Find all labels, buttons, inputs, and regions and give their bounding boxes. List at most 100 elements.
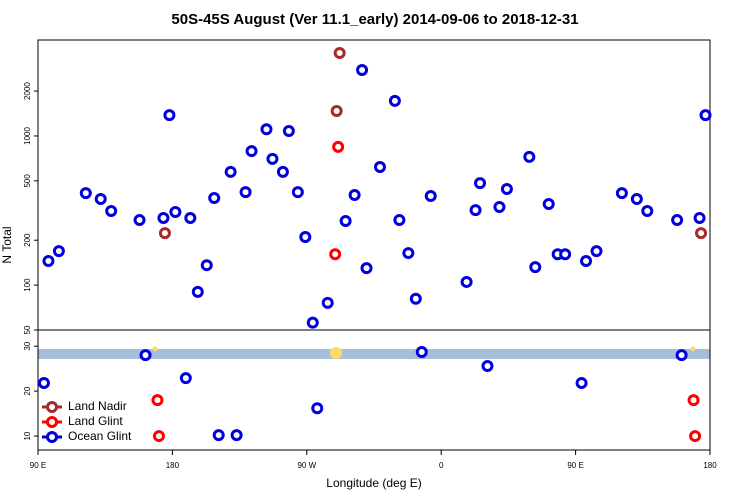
point xyxy=(689,430,702,443)
point xyxy=(615,187,628,200)
point xyxy=(388,94,401,107)
sun-marker xyxy=(152,346,158,352)
plot-frame xyxy=(37,329,711,451)
y-axis-label: N Total xyxy=(0,226,14,263)
point xyxy=(373,161,386,174)
point xyxy=(348,188,361,201)
point xyxy=(699,109,712,122)
y-tick-label: 20 xyxy=(23,386,32,395)
point xyxy=(133,214,146,227)
point xyxy=(693,211,706,224)
point xyxy=(360,262,373,275)
y-tick-label: 200 xyxy=(23,233,32,247)
point xyxy=(559,248,572,261)
point xyxy=(158,227,171,240)
point xyxy=(200,259,213,272)
x-tick-label: 0 xyxy=(439,461,444,470)
point xyxy=(239,186,252,199)
y-tick-label: 2000 xyxy=(23,82,32,100)
point xyxy=(500,182,513,195)
point xyxy=(580,255,593,268)
point xyxy=(321,296,334,309)
point xyxy=(230,429,243,442)
sun-marker xyxy=(690,346,696,352)
point xyxy=(169,206,182,219)
y-tick-label: 50 xyxy=(23,325,32,334)
point xyxy=(641,204,654,217)
y-tick-label: 10 xyxy=(23,431,32,440)
legend-swatch xyxy=(46,401,58,413)
point xyxy=(208,191,221,204)
point xyxy=(52,245,65,258)
x-tick-label: 90 W xyxy=(297,461,316,470)
point xyxy=(695,227,708,240)
point xyxy=(460,275,473,288)
point xyxy=(481,359,494,372)
point xyxy=(37,377,50,390)
point xyxy=(152,430,165,443)
x-tick-label: 180 xyxy=(166,461,180,470)
point xyxy=(630,192,643,205)
point xyxy=(409,292,422,305)
point xyxy=(339,215,352,228)
point xyxy=(139,349,152,362)
point xyxy=(276,165,289,178)
point xyxy=(330,105,343,118)
point xyxy=(212,429,225,442)
x-axis-label: Longitude (deg E) xyxy=(326,476,421,490)
sun-marker xyxy=(330,347,342,359)
point xyxy=(424,189,437,202)
x-tick-label: 180 xyxy=(703,461,717,470)
point xyxy=(469,204,482,217)
point xyxy=(687,394,700,407)
point xyxy=(306,316,319,329)
point xyxy=(311,402,324,415)
legend-swatch xyxy=(46,431,58,443)
point xyxy=(184,211,197,224)
point xyxy=(105,204,118,217)
point xyxy=(493,200,506,213)
point xyxy=(474,177,487,190)
chart-title: 50S-45S August (Ver 11.1_early) 2014-09-… xyxy=(171,11,578,28)
y-tick-label: 500 xyxy=(23,174,32,188)
point xyxy=(157,211,170,224)
legend-swatch xyxy=(46,416,58,428)
point xyxy=(675,349,688,362)
point xyxy=(332,140,345,153)
point xyxy=(299,231,312,244)
point xyxy=(79,187,92,200)
point xyxy=(329,248,342,261)
point xyxy=(393,214,406,227)
point xyxy=(282,124,295,137)
point xyxy=(42,255,55,268)
point xyxy=(529,261,542,274)
y-tick-label: 1000 xyxy=(23,127,32,145)
legend-label: Land Nadir xyxy=(68,399,127,413)
point xyxy=(179,372,192,385)
point xyxy=(191,285,204,298)
point xyxy=(356,63,369,76)
legend-label: Land Glint xyxy=(68,414,123,428)
x-tick-label: 90 E xyxy=(30,461,46,470)
point xyxy=(402,247,415,260)
glint-band xyxy=(38,349,710,359)
point xyxy=(163,109,176,122)
legend-label: Ocean Glint xyxy=(68,429,132,443)
point xyxy=(151,394,164,407)
point xyxy=(590,245,603,258)
point xyxy=(575,377,588,390)
point xyxy=(224,165,237,178)
point xyxy=(94,192,107,205)
point xyxy=(333,46,346,59)
y-tick-label: 30 xyxy=(23,341,32,350)
point xyxy=(523,150,536,163)
point xyxy=(266,152,279,165)
point xyxy=(291,186,304,199)
x-tick-label: 90 E xyxy=(567,461,583,470)
y-tick-label: 100 xyxy=(23,278,32,292)
point xyxy=(415,346,428,359)
point xyxy=(245,145,258,158)
point xyxy=(260,123,273,136)
